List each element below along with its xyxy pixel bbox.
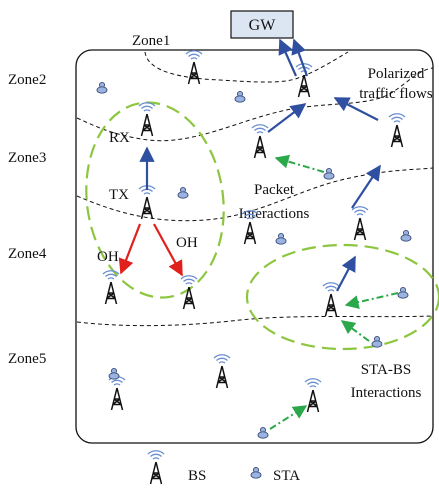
sta-icon [323, 167, 335, 180]
tx-rx-cluster-ellipse [85, 101, 225, 299]
gateway-label: GW [249, 17, 277, 34]
packet-text-line2: Interactions [239, 206, 310, 222]
bs-icon [138, 185, 156, 220]
oh-arrow-right [153, 223, 183, 277]
flow-arrow [267, 103, 307, 133]
flow-arrow [333, 97, 379, 121]
tx-label: TX [109, 187, 129, 203]
bs-icon [388, 113, 406, 148]
bs-icon [351, 206, 369, 241]
bs-icon [213, 354, 231, 389]
zone4-5-boundary [76, 315, 434, 327]
rx-label: RX [109, 130, 130, 146]
zone3-label: Zone3 [8, 150, 46, 166]
sta-bs-cluster-ellipse [245, 243, 439, 351]
sta-icon [234, 90, 246, 103]
sta-icon [108, 367, 120, 380]
sta-icon [371, 335, 383, 348]
sta-icon [257, 426, 269, 439]
bs-icon [102, 270, 120, 305]
polarized-text-line1: Polarized [368, 66, 425, 82]
flow-arrow [336, 255, 356, 292]
packet-text-line1: Packet [254, 182, 295, 198]
flow-arrow [278, 38, 298, 77]
packet-interaction-arrow [274, 154, 325, 173]
legend-sta-label: STA [273, 468, 300, 484]
sta-icon [177, 186, 189, 199]
sta-icon [397, 286, 409, 299]
stabs-text-line2: Interactions [351, 385, 422, 401]
sta-bs-arrow [340, 320, 370, 342]
bs-icon [304, 378, 322, 413]
zone1-label: Zone1 [132, 33, 170, 49]
area-boundary [75, 49, 434, 444]
sta-bs-arrow [344, 292, 399, 309]
zone2-3-boundary [76, 67, 434, 142]
legend-sta-icon [250, 466, 262, 479]
zone2-label: Zone2 [8, 72, 46, 88]
zone1-boundary [144, 51, 349, 83]
oh-arrow-left [118, 223, 142, 275]
polarized-text-line2: traffic flows [359, 86, 433, 102]
stabs-text-line1: STA-BS [361, 362, 411, 378]
legend-bs-label: BS [188, 468, 206, 484]
bs-icon [251, 124, 269, 159]
zone4-label: Zone4 [8, 246, 47, 262]
zone3-4-boundary [76, 167, 434, 222]
sta-icon [275, 232, 287, 245]
sta-bs-arrow [269, 405, 308, 430]
gateway-box [230, 10, 294, 39]
oh-right-label: OH [176, 235, 198, 251]
flow-arrow [351, 164, 381, 209]
bs-icon [322, 282, 340, 317]
sta-icon [400, 229, 412, 242]
zone5-label: Zone5 [8, 351, 46, 367]
legend-bs-icon [147, 450, 165, 485]
oh-left-label: OH [97, 249, 119, 265]
bs-icon [108, 376, 126, 411]
sta-icon [96, 81, 108, 94]
flow-arrow [291, 38, 309, 77]
bs-icon [138, 102, 156, 137]
